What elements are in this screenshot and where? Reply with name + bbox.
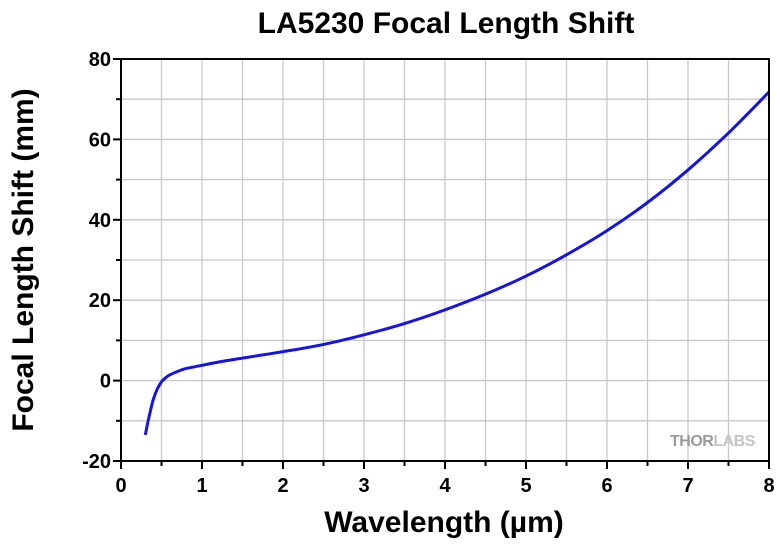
series-line	[143, 90, 771, 436]
grid-lines	[121, 59, 769, 461]
x-tick-label: 4	[439, 475, 451, 497]
x-axis-title: Wavelength (µm)	[324, 506, 564, 539]
thorlabs-logo: THORLABS	[670, 433, 756, 450]
x-tick-label: 0	[115, 475, 126, 497]
logo-text-dark: THOR	[670, 433, 714, 450]
y-tick-label: 60	[89, 129, 111, 151]
x-tick-label: 8	[763, 475, 774, 497]
x-tick-label: 1	[196, 475, 207, 497]
y-tick-label: 40	[89, 210, 111, 232]
x-tick-label: 3	[358, 475, 369, 497]
x-tick-label: 5	[520, 475, 531, 497]
x-tick-label: 7	[682, 475, 693, 497]
y-tick-label: 0	[100, 371, 111, 393]
plot-area	[143, 90, 771, 436]
y-axis-title: Focal Length Shift (mm)	[7, 88, 40, 431]
svg-text:THORLABS: THORLABS	[670, 433, 756, 450]
x-tick-label: 6	[601, 475, 612, 497]
axis-ticks	[113, 58, 770, 469]
logo-text-light: LABS	[713, 433, 755, 450]
y-tick-label: -20	[82, 451, 111, 473]
chart-title: LA5230 Focal Length Shift	[258, 7, 635, 40]
y-tick-label: 20	[89, 290, 111, 312]
y-tick-label: 80	[89, 49, 111, 71]
y-tick-labels: -20 0 20 40 60 80	[82, 49, 111, 473]
x-tick-label: 2	[277, 475, 288, 497]
x-tick-labels: 0 1 2 3 4 5 6 7 8	[115, 475, 774, 497]
